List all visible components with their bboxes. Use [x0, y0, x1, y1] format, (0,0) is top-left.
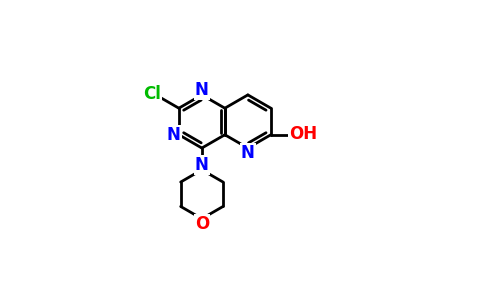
- Text: OH: OH: [289, 124, 317, 142]
- Text: N: N: [195, 156, 209, 174]
- Text: N: N: [241, 144, 255, 162]
- Text: O: O: [195, 215, 209, 233]
- Text: Cl: Cl: [143, 85, 161, 103]
- Text: N: N: [167, 126, 181, 144]
- Text: N: N: [195, 81, 209, 99]
